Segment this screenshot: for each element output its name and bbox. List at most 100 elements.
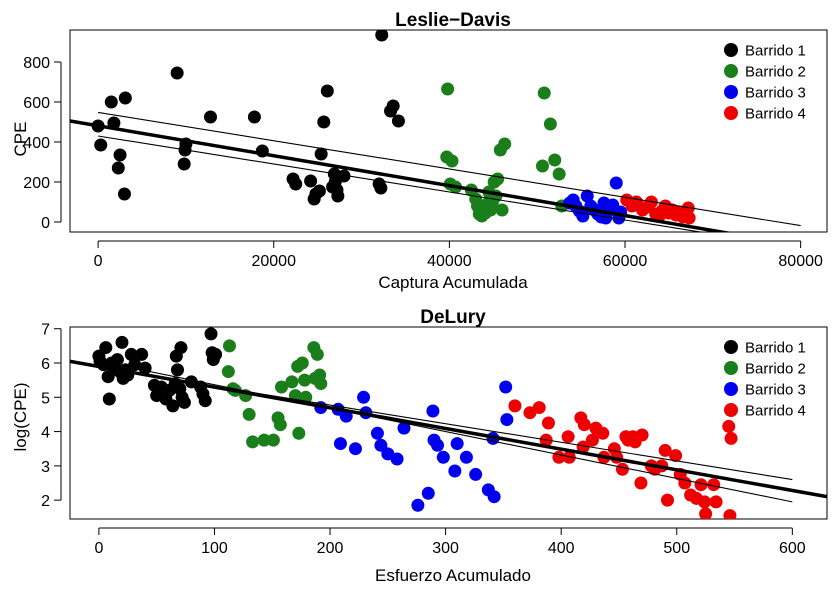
legend-marker xyxy=(724,85,738,99)
data-point xyxy=(694,478,708,492)
data-point xyxy=(498,137,512,151)
data-point xyxy=(274,380,288,394)
data-point xyxy=(247,110,261,124)
data-point xyxy=(577,418,591,432)
x-tick-label: 300 xyxy=(432,540,459,557)
data-point xyxy=(170,363,184,377)
data-point xyxy=(469,467,483,481)
data-point xyxy=(421,486,435,500)
y-tick-label: 0 xyxy=(41,215,50,232)
x-tick-label: 600 xyxy=(779,540,806,557)
data-point xyxy=(99,341,113,355)
y-tick-label: 3 xyxy=(41,459,50,476)
x-axis-label: Esfuerzo Acumulado xyxy=(375,566,531,585)
data-point xyxy=(374,181,388,195)
data-point xyxy=(289,177,303,191)
y-tick-label: 600 xyxy=(23,95,50,112)
data-point xyxy=(535,159,549,173)
data-point xyxy=(337,169,351,183)
data-point xyxy=(459,450,473,464)
data-point xyxy=(450,437,464,451)
data-point xyxy=(561,430,575,444)
y-tick-label: 6 xyxy=(41,356,50,373)
data-point xyxy=(198,394,212,408)
data-point xyxy=(209,347,223,361)
panel-leslie-davis: Leslie−Davis Captura Acumulada CPE 0 2000… xyxy=(11,10,828,292)
data-point xyxy=(331,189,345,203)
x-tick-label: 20000 xyxy=(251,253,296,270)
fit-lines xyxy=(70,111,801,232)
fit-lines xyxy=(70,359,827,503)
data-point xyxy=(441,82,455,96)
data-point xyxy=(117,187,131,201)
legend-marker xyxy=(724,64,738,78)
data-point xyxy=(548,153,562,167)
data-point xyxy=(222,339,236,353)
data-point xyxy=(320,84,334,98)
data-point xyxy=(669,449,683,463)
data-point xyxy=(266,433,280,447)
data-point xyxy=(246,435,260,449)
data-point xyxy=(532,401,546,415)
data-point xyxy=(723,509,737,519)
data-point xyxy=(390,452,404,466)
data-point xyxy=(386,99,400,113)
data-point xyxy=(124,347,138,361)
data-point xyxy=(333,437,347,451)
data-point xyxy=(487,490,501,504)
data-point xyxy=(273,418,287,432)
fit-line xyxy=(98,135,704,232)
data-point xyxy=(314,147,328,161)
data-point xyxy=(508,399,522,413)
data-point xyxy=(634,476,648,490)
x-tick-label: 0 xyxy=(94,540,103,557)
chart-title: Leslie−Davis xyxy=(395,10,511,31)
legend-label: Barrido 2 xyxy=(745,361,806,378)
data-point xyxy=(635,428,649,442)
data-point xyxy=(448,464,462,478)
legend-label: Barrido 2 xyxy=(745,64,806,81)
y-axis-label: CPE xyxy=(11,122,30,157)
x-tick-label: 100 xyxy=(201,540,228,557)
data-point xyxy=(724,431,738,445)
legend-marker xyxy=(724,43,738,57)
data-point xyxy=(697,495,711,509)
data-point xyxy=(436,450,450,464)
data-point xyxy=(317,115,331,129)
data-point xyxy=(115,335,129,349)
x-tick-label: 0 xyxy=(94,253,103,270)
legend-marker xyxy=(724,340,738,354)
data-point xyxy=(118,91,132,105)
data-point xyxy=(661,493,675,507)
data-point xyxy=(174,341,188,355)
data-point xyxy=(615,462,629,476)
data-point xyxy=(495,203,509,217)
legend-label: Barrido 1 xyxy=(745,43,806,60)
legend-label: Barrido 3 xyxy=(745,382,806,399)
data-point xyxy=(552,167,566,181)
data-point xyxy=(431,438,445,452)
data-point xyxy=(658,443,672,457)
y-tick-label: 400 xyxy=(23,135,50,152)
legend-label: Barrido 4 xyxy=(745,403,806,420)
y-tick-label: 200 xyxy=(23,175,50,192)
x-tick-label: 60000 xyxy=(603,253,648,270)
y-tick-label: 4 xyxy=(41,425,50,442)
plot-frame xyxy=(69,326,828,520)
data-point xyxy=(204,327,218,341)
x-tick-label: 40000 xyxy=(427,253,472,270)
data-point xyxy=(678,476,692,490)
data-point xyxy=(312,184,326,198)
y-tick-label: 800 xyxy=(23,55,50,72)
plot-frame xyxy=(69,29,828,233)
data-point xyxy=(304,174,318,188)
chart-title: DeLury xyxy=(420,307,486,328)
data-point xyxy=(242,407,256,421)
data-point xyxy=(543,117,557,131)
data-point xyxy=(113,148,127,162)
data-point xyxy=(221,365,235,379)
legend-label: Barrido 1 xyxy=(745,340,806,357)
data-point xyxy=(391,114,405,128)
legend-label: Barrido 3 xyxy=(745,85,806,102)
